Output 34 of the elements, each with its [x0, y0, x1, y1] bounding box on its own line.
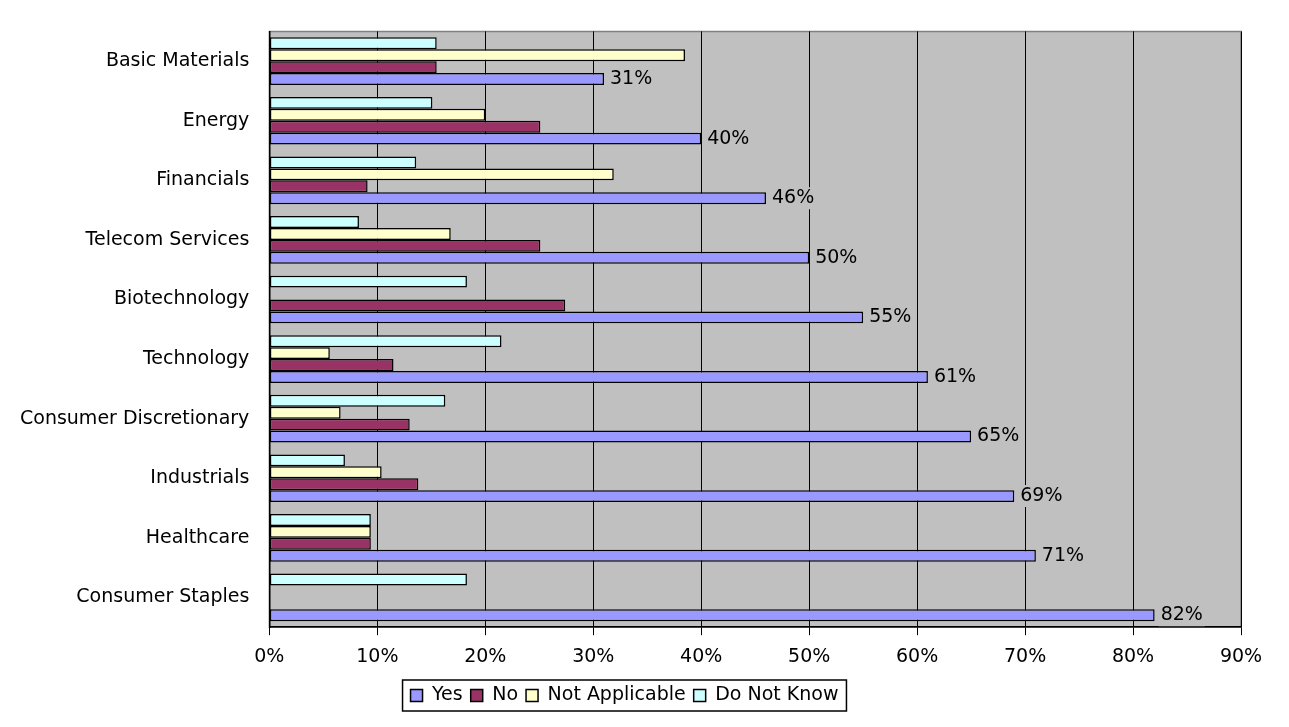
x-tick-label: 50% — [788, 643, 831, 666]
y-tick-label: Basic Materials — [105, 48, 250, 71]
x-tick-label: 20% — [464, 643, 507, 666]
data-label: 82% — [1160, 602, 1203, 625]
data-label: 31% — [610, 66, 653, 88]
data-label: 40% — [707, 125, 750, 148]
x-tick-label: 30% — [572, 643, 615, 666]
x-tick-label: 40% — [680, 643, 723, 666]
legend-label: Do Not Know — [715, 682, 839, 705]
x-tick-label: 10% — [356, 643, 399, 666]
y-tick-label: Consumer Staples — [76, 584, 250, 607]
legend-label: Not Applicable — [547, 682, 686, 705]
data-label: 65% — [977, 423, 1020, 446]
legend-label: No — [492, 682, 519, 705]
y-tick-label: Industrials — [150, 465, 250, 488]
data-label: 69% — [1020, 483, 1063, 506]
x-tick-label: 60% — [896, 643, 939, 666]
legend-label: Yes — [431, 682, 463, 705]
x-tick-label: 90% — [1219, 643, 1263, 666]
y-tick-label: Consumer Discretionary — [20, 405, 250, 428]
y-tick-label: Biotechnology — [113, 286, 250, 309]
data-label: 50% — [815, 244, 858, 267]
y-tick-label: Healthcare — [145, 524, 250, 547]
y-tick-label: Financials — [156, 167, 250, 190]
data-label: 71% — [1041, 542, 1085, 565]
data-label: 61% — [933, 363, 977, 386]
data-label: 55% — [869, 304, 912, 327]
x-tick-label: 0% — [254, 643, 285, 666]
data-label: 46% — [771, 185, 815, 208]
y-tick-label: Telecom Services — [84, 226, 250, 249]
x-tick-label: 80% — [1111, 643, 1155, 666]
y-tick-label: Technology — [141, 346, 250, 369]
y-tick-label: Energy — [182, 107, 250, 130]
x-tick-label: 70% — [1003, 643, 1047, 666]
